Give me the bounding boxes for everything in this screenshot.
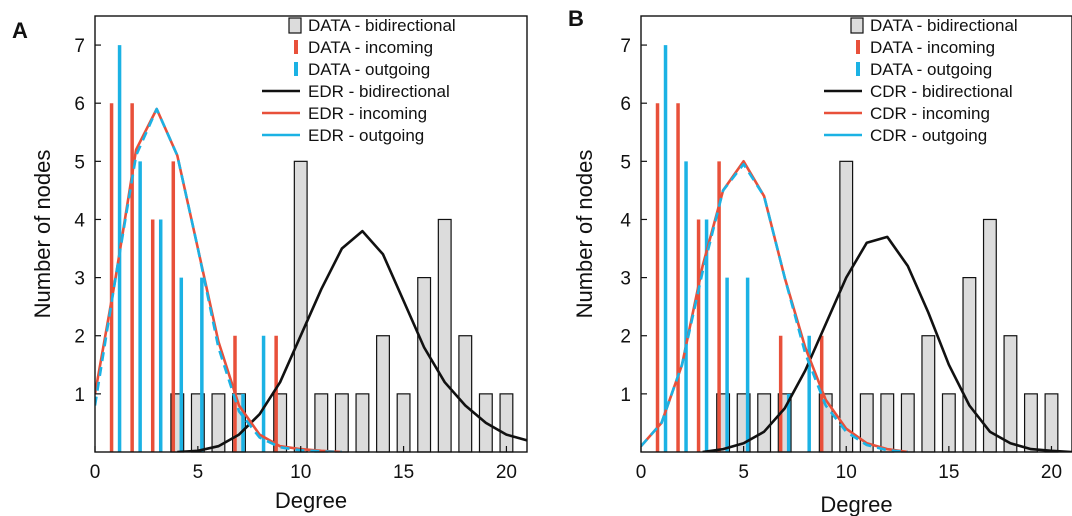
y-axis-title: Number of nodes xyxy=(30,150,55,319)
y-tick-label: 4 xyxy=(74,210,85,231)
bar-bidirectional xyxy=(458,335,473,453)
legend-label: DATA - bidirectional xyxy=(870,16,1018,35)
bar-bidirectional xyxy=(314,393,329,453)
bar-bidirectional xyxy=(921,335,936,453)
legend-label: DATA - bidirectional xyxy=(308,16,456,35)
chart-panel-b: 0 5 10 15 20 1 2 3 4 5 6 7 Degree Number of nodes B DAT… xyxy=(568,6,1072,516)
legend-swatch-box xyxy=(850,17,864,34)
bar-bidirectional xyxy=(900,393,915,453)
x-tick-label: 20 xyxy=(1041,462,1062,483)
legend-label: EDR - incoming xyxy=(308,104,427,123)
y-tick-label: 6 xyxy=(620,94,631,115)
legend-label: DATA - incoming xyxy=(870,38,995,57)
curve-bidirectional xyxy=(177,229,527,452)
y-tick-label: 4 xyxy=(620,210,631,231)
x-tick-label: 10 xyxy=(836,462,857,483)
legend: DATA - bidirectional DATA - incoming DATA … xyxy=(824,16,1018,145)
x-tick-label: 5 xyxy=(738,462,749,483)
bar-bidirectional xyxy=(293,160,308,453)
bar-bidirectional xyxy=(941,393,956,453)
legend-label: DATA - outgoing xyxy=(870,60,992,79)
bar-bidirectional xyxy=(962,277,977,453)
x-axis-title: Degree xyxy=(275,488,347,513)
plot-frame xyxy=(94,15,528,453)
y-tick-label: 3 xyxy=(74,269,85,290)
plot-frame xyxy=(640,15,1072,453)
bar-bidirectional xyxy=(355,393,370,453)
bar-bidirectional xyxy=(437,218,452,453)
x-tick-label: 10 xyxy=(290,462,311,483)
bar-bidirectional xyxy=(417,277,432,453)
bar-bidirectional xyxy=(499,393,514,453)
y-tick-label: 6 xyxy=(74,94,85,115)
curve-bidirectional xyxy=(702,235,1072,452)
bar-bidirectional xyxy=(1023,393,1038,453)
legend-label: DATA - outgoing xyxy=(308,60,430,79)
legend-label: DATA - incoming xyxy=(308,38,433,57)
y-tick-label: 1 xyxy=(620,385,631,406)
x-tick-label: 15 xyxy=(938,462,959,483)
legend: DATA - bidirectional DATA - incoming DATA … xyxy=(262,16,456,145)
curve-outgoing xyxy=(641,162,908,452)
legend-label: EDR - outgoing xyxy=(308,126,424,145)
y-tick-label: 2 xyxy=(74,327,85,348)
bar-bidirectional xyxy=(839,160,854,453)
x-tick-label: 0 xyxy=(636,462,647,483)
y-tick-label: 3 xyxy=(620,269,631,290)
bar-bidirectional xyxy=(334,393,349,453)
y-tick-label: 2 xyxy=(620,327,631,348)
y-tick-label: 7 xyxy=(74,36,85,57)
legend-label: EDR - bidirectional xyxy=(308,82,450,101)
y-tick-label: 1 xyxy=(74,385,85,406)
legend-label: CDR - incoming xyxy=(870,104,990,123)
panel-letter: A xyxy=(12,18,28,43)
y-tick-label: 5 xyxy=(74,152,85,173)
legend-label: CDR - bidirectional xyxy=(870,82,1013,101)
y-tick-label: 7 xyxy=(620,36,631,57)
bar-bidirectional xyxy=(1003,335,1018,453)
legend-label: CDR - outgoing xyxy=(870,126,987,145)
x-tick-label: 5 xyxy=(193,462,204,483)
bar-bidirectional xyxy=(982,218,997,453)
x-tick-label: 15 xyxy=(393,462,414,483)
bar-bidirectional xyxy=(376,335,390,453)
bar-bidirectional xyxy=(757,393,772,453)
chart-panel-a: 0 5 10 15 20 1 2 3 4 5 6 7 Degree Number of nodes A DAT… xyxy=(12,15,528,513)
legend-swatch-box xyxy=(288,17,302,34)
y-tick-label: 5 xyxy=(620,152,631,173)
x-tick-label: 20 xyxy=(496,462,517,483)
bar-bidirectional xyxy=(396,393,411,453)
bar-bidirectional xyxy=(880,393,895,453)
x-axis-title: Degree xyxy=(820,492,892,516)
x-tick-label: 0 xyxy=(90,462,101,483)
panel-letter: B xyxy=(568,6,584,31)
bar-bidirectional xyxy=(1044,393,1059,453)
y-axis-title: Number of nodes xyxy=(572,150,597,319)
